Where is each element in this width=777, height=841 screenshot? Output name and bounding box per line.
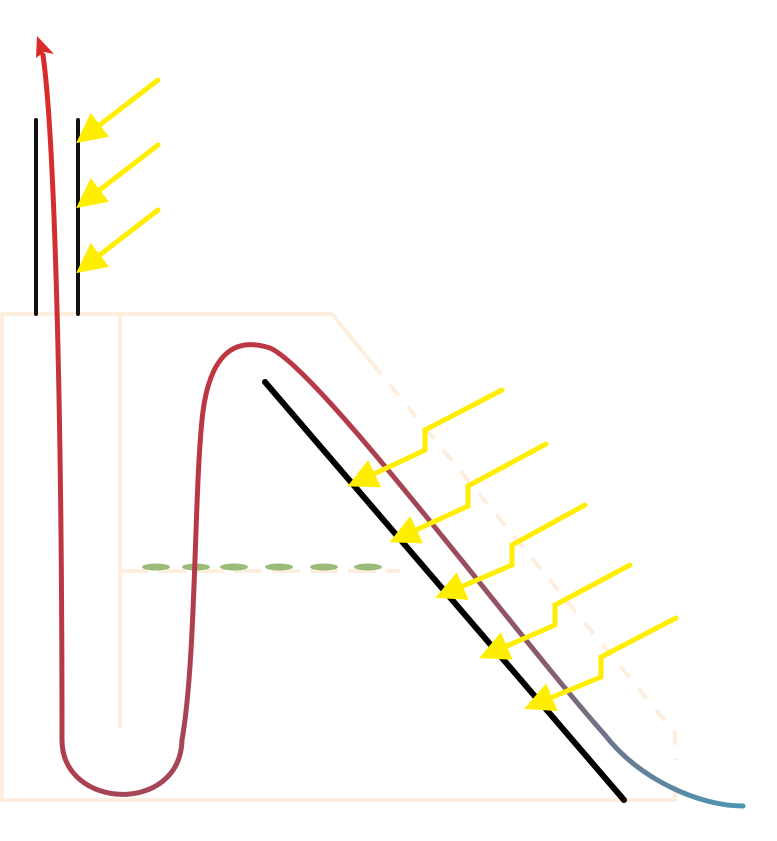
outline-dashed-diagonal (370, 361, 677, 760)
yellow-arrows (76, 77, 679, 712)
red-arrow-head-icon (36, 36, 54, 58)
yellow-zigzag-arrow-icon (479, 562, 633, 660)
black-diagonal-surface (262, 379, 627, 803)
yellow-zigzag-arrow-icon (435, 502, 588, 600)
black-walls (34, 118, 80, 316)
yellow-zigzag-arrow-icon (524, 615, 679, 712)
yellow-arrow-icon (76, 207, 161, 274)
yellow-arrow-icon (76, 142, 161, 209)
yellow-arrow-icon (76, 77, 161, 144)
flow-curve (40, 52, 746, 809)
yellow-zigzag-arrow-icon (389, 441, 549, 544)
outline-solid (0, 312, 677, 802)
yellow-zigzag-arrow-icon (347, 387, 505, 488)
green-dashed-level (142, 563, 382, 571)
outline-shape (0, 312, 677, 802)
